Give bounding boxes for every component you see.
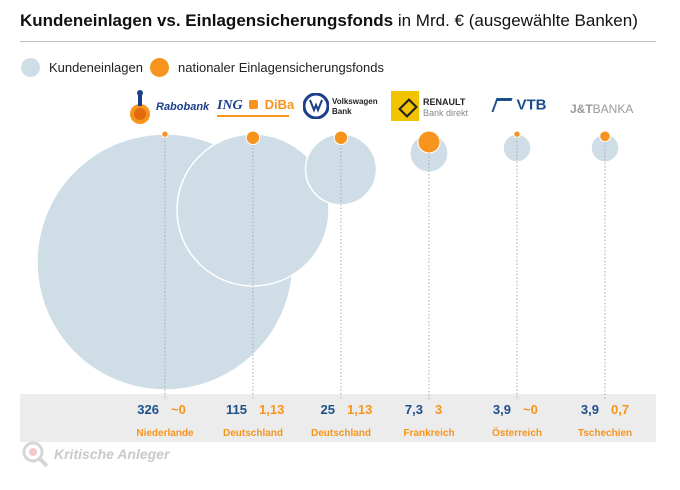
chart-title-rest: in Mrd. € (ausgewählte Banken) [393,11,638,30]
fund-value-label-1: 1,13 [259,402,284,417]
logo-vw-line2: Bank [332,107,352,116]
watermark-text: Kritische Anleger [54,446,170,462]
fund-bubble-3 [417,130,441,154]
logo-vw-line1: Volkswagen [332,97,378,106]
deposits-value-label-5: 3,9 [581,402,599,417]
chart-title: Kundeneinlagen vs. Einlagensicherungsfon… [20,11,638,31]
country-label-3: Frankreich [403,428,454,439]
legend-swatch-deposits [21,58,40,77]
logo-diba-text: DiBa [264,97,295,112]
logo-jt-text: J&T [570,102,593,116]
country-label-5: Tschechien [578,428,632,439]
logo-banka-text: BANKA [592,102,634,116]
deposits-value-label-1: 115 [226,402,247,417]
fund-bubble-1 [245,130,261,146]
logo-vtb-text: VTB [516,96,547,114]
logo-ing-underline [217,115,289,117]
fund-value-label-2: 1,13 [347,402,372,417]
vtb-wing-icon [491,97,513,112]
logo-jt-banka: J&TBANKA [570,100,633,118]
logo-ing-text: ING [217,98,243,113]
value-band [20,394,656,442]
fund-value-label-3: 3 [435,402,442,417]
legend-label-deposits: Kundeneinlagen [49,60,143,75]
fund-value-label-5: 0,7 [611,402,629,417]
deposits-value-label-4: 3,9 [493,402,511,417]
chart-title-bold: Kundeneinlagen vs. Einlagensicherungsfon… [20,11,394,30]
logo-vw-text: Volkswagen Bank [332,97,378,117]
renault-emblem-icon [391,91,419,121]
watermark: Kritische Anleger [20,439,169,469]
magnifier-icon [22,441,49,468]
fund-value-label-0: ~0 [171,402,186,417]
fund-bubble-5 [599,130,611,143]
vw-emblem-icon [303,93,329,119]
title-divider [20,41,656,42]
logo-renault-line2: Bank direkt [423,108,469,118]
deposits-value-label-2: 25 [321,402,335,417]
logo-ing-diba: ING DiBa [217,96,294,117]
legend-label-fund: nationaler Einlagensicherungsfonds [178,60,384,75]
fund-bubble-0 [161,130,169,138]
deposits-value-label-3: 7,3 [405,402,423,417]
country-label-4: Österreich [492,426,542,439]
logo-renault-text: RENAULT Bank direkt [423,97,468,119]
country-label-0: Niederlande [136,428,194,439]
logo-rabobank-text: Rabobank [156,101,210,113]
legend-item-fund: nationaler Einlagensicherungsfonds [150,58,384,77]
country-label-2: Deutschland [311,428,371,439]
deposits-bubble-1 [176,133,330,287]
logo-vtb: VTB [491,96,547,114]
fund-bubble-4 [513,130,521,138]
rabobank-emblem-icon [130,90,150,124]
deposits-value-label-0: 326 [137,402,159,417]
country-label-1: Deutschland [223,428,283,439]
legend-swatch-fund [150,58,169,77]
legend-item-deposits: Kundeneinlagen [21,58,143,77]
logo-renault-line1: RENAULT [423,97,466,107]
fund-bubble-2 [333,130,349,146]
lion-icon [249,100,259,109]
fund-value-label-4: ~0 [523,402,538,417]
logo-rabobank: Rabobank [127,90,210,126]
